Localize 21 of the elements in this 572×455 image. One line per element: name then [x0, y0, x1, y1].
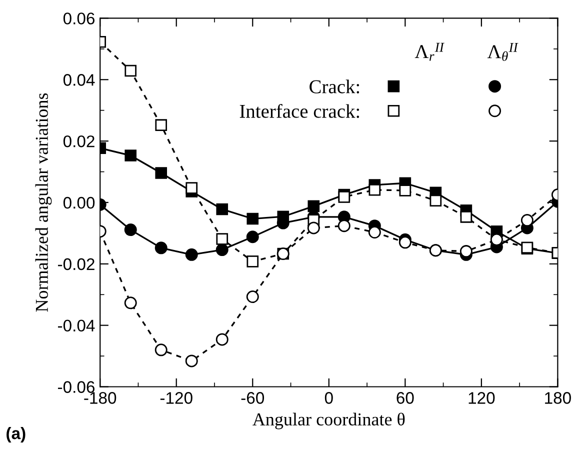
x-tick-label: 60	[396, 392, 414, 404]
x-tick-label: 120	[468, 392, 495, 404]
y-tick-label: 0.02	[63, 135, 94, 148]
x-tick-label: -60	[241, 392, 264, 404]
legend-label: Interface crack:	[240, 104, 360, 118]
x-tick-label: 180	[545, 392, 571, 404]
x-tick-label: -120	[160, 392, 192, 404]
text: (a)	[6, 426, 26, 443]
legend-label: Crack:	[310, 80, 360, 94]
y-tick-label: 0.04	[63, 74, 95, 86]
annotation: Λ$_{θ}$$^{II}$	[487, 42, 518, 61]
y-tick-label: 0.00	[63, 196, 95, 209]
y-tick-label: -0.06	[58, 381, 95, 393]
y-tick-label: -0.04	[58, 320, 95, 332]
y-axis-title: Normalized angular variations	[35, 93, 52, 312]
x-axis-title: Angular coordinate θ	[252, 412, 405, 430]
annotation: Λ$_{r}$$^{II}$	[414, 42, 444, 61]
y-tick-label: -0.02	[58, 258, 94, 270]
x-tick-label: -180	[84, 392, 116, 404]
y-tick-label: 0.06	[63, 12, 95, 24]
x-tick-label: 0	[324, 392, 333, 404]
